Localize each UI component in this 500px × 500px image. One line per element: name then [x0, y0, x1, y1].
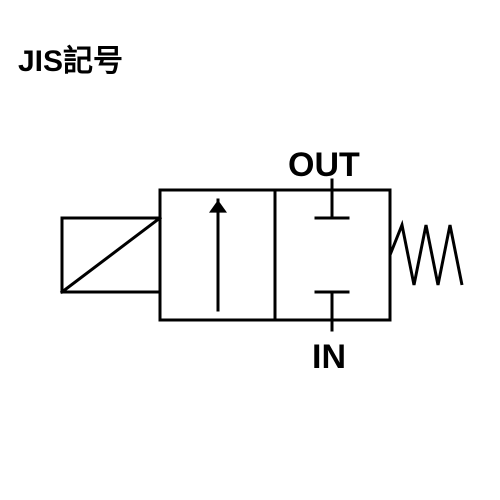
- port-label-out: OUT: [288, 146, 360, 185]
- return-spring: [390, 225, 462, 285]
- port-label-in: IN: [312, 338, 346, 377]
- diagram-title: JIS記号: [18, 36, 123, 80]
- flow-arrow-head: [209, 200, 227, 213]
- solenoid-diagonal: [62, 218, 160, 292]
